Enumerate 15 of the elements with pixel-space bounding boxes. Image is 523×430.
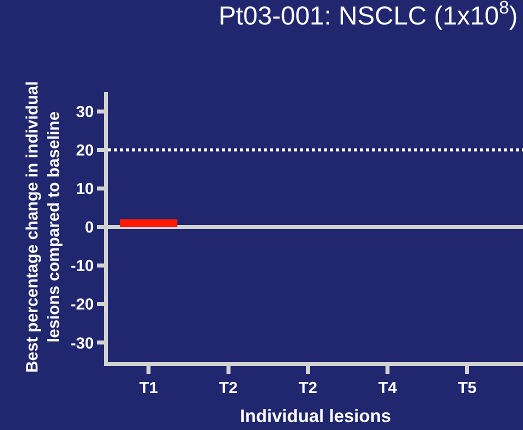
x-tick-label: T2 [218, 380, 238, 398]
x-tick-label: T2 [298, 380, 318, 398]
x-tick-label: T1 [139, 380, 158, 398]
y-tick-label: 0 [84, 220, 94, 237]
y-tick-label: -10 [70, 258, 94, 276]
x-tick-label: T5 [458, 380, 477, 398]
chart-title: Pt03-001: NSCLC (1x10$^{8}$) [218, 0, 518, 31]
x-axis-title: Individual lesions [240, 406, 392, 426]
y-axis-title: Best percentage change in individual lesions compared to baseline [23, 81, 63, 373]
x-tick-label: T4 [378, 380, 398, 398]
y-tick-label: 30 [76, 104, 94, 121]
y-tick-label: -20 [70, 296, 94, 314]
y-tick-label: 20 [76, 142, 94, 160]
y-tick-label: 10 [76, 181, 94, 198]
y-tick-label: -30 [70, 335, 94, 352]
